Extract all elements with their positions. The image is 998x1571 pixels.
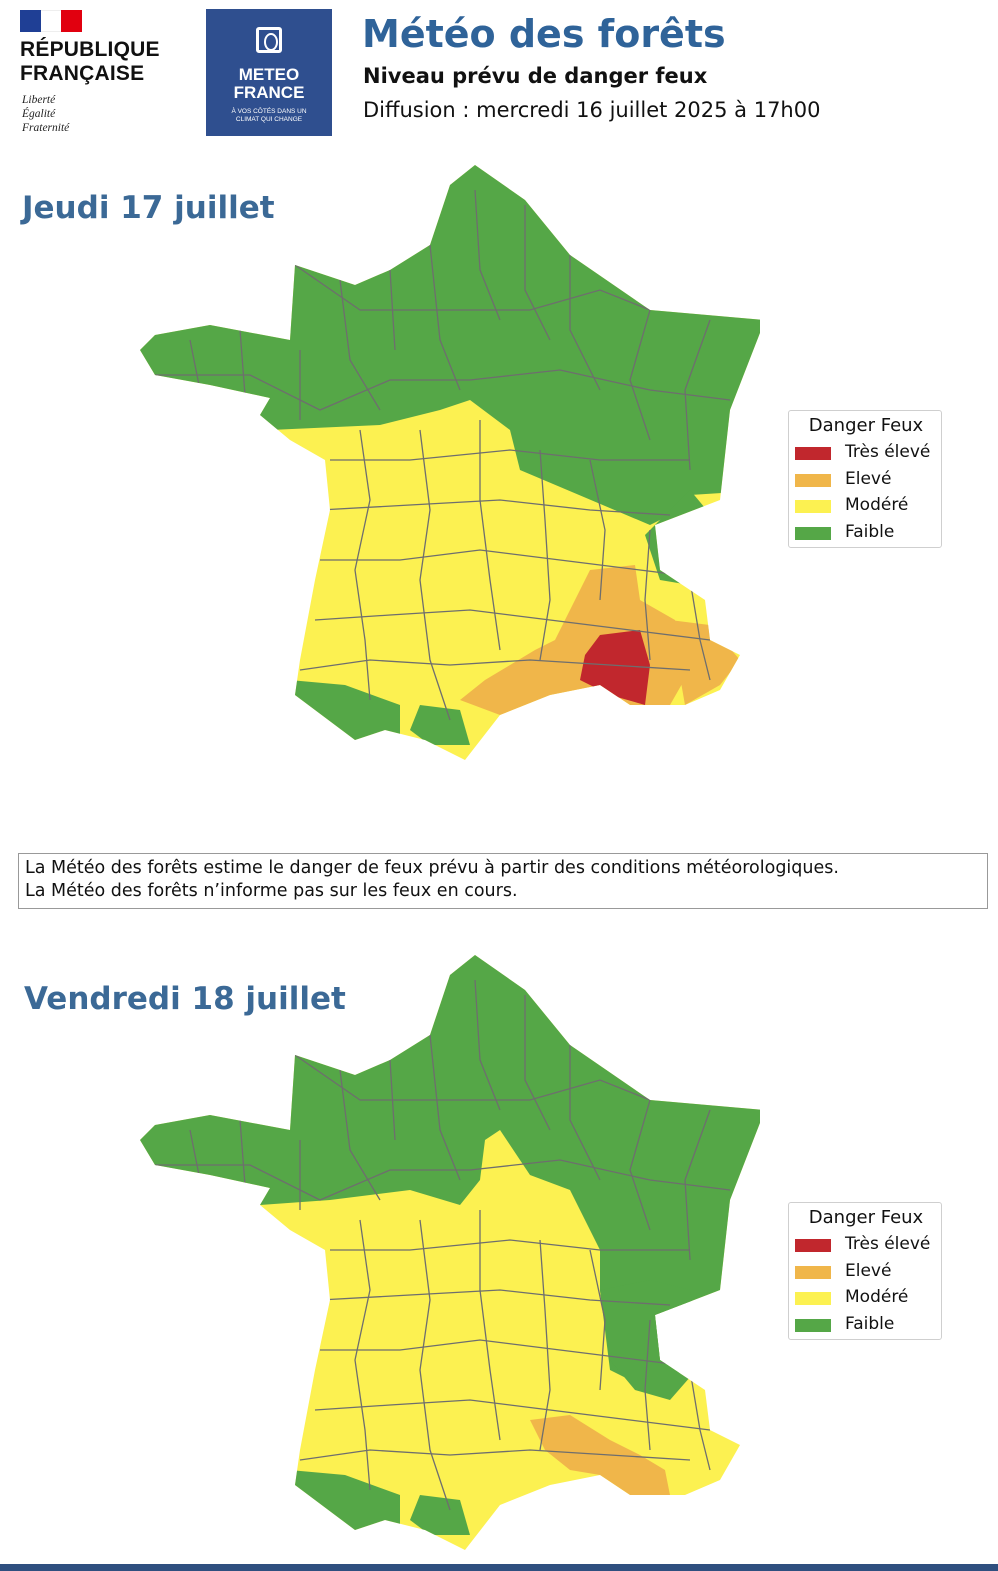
page-title: Météo des forêts [362, 12, 726, 56]
legend-swatch [795, 1319, 831, 1332]
republic-name-line1: RÉPUBLIQUE [20, 38, 160, 61]
legend-label: Elevé [845, 469, 892, 489]
legend-label: Modéré [845, 1287, 909, 1307]
meteo-logo-tagline1: À VOS CÔTÉS DANS UN [231, 108, 307, 115]
france-map-thursday [140, 165, 760, 760]
motto-fraternite: Fraternité [22, 122, 70, 134]
motto-liberte: Liberté [22, 94, 56, 106]
legend-label: Très élevé [845, 442, 931, 462]
department-borders [155, 189, 731, 721]
day-title-friday: Vendredi 18 juillet [24, 981, 346, 1017]
page-subtitle: Niveau prévu de danger feux [363, 64, 708, 88]
diffusion-date: Diffusion : mercredi 16 juillet 2025 à 1… [363, 98, 821, 122]
legend-label: Modéré [845, 495, 909, 515]
bottom-bar [0, 1564, 998, 1571]
legend-friday: Danger Feux Très élevé Elevé Modéré Faib… [788, 1202, 942, 1340]
republic-name-line2: FRANÇAISE [20, 62, 145, 85]
legend-label: Très élevé [845, 1234, 931, 1254]
legend-swatch [795, 447, 831, 460]
legend-swatch [795, 500, 831, 513]
legend-label: Faible [845, 1314, 895, 1334]
legend-swatch [795, 527, 831, 540]
france-map-friday [140, 955, 760, 1550]
meteo-logo-line1: METEO [238, 65, 300, 84]
legend-title: Danger Feux [808, 415, 924, 436]
motto-egalite: Égalité [22, 108, 56, 120]
meteo-logo-line2: FRANCE [233, 83, 305, 102]
legend-label: Elevé [845, 1261, 892, 1281]
legend-swatch [795, 1266, 831, 1279]
disclaimer-box: La Météo des forêts estime le danger de … [18, 853, 988, 909]
meteo-france-logo: METEO FRANCE À VOS CÔTÉS DANS UN CLIMAT … [206, 9, 332, 136]
disclaimer-line2: La Météo des forêts n’informe pas sur le… [25, 881, 518, 901]
legend-swatch [795, 1292, 831, 1305]
french-flag-icon [20, 10, 83, 32]
legend-swatch [795, 1239, 831, 1252]
legend-swatch [795, 474, 831, 487]
legend-label: Faible [845, 522, 895, 542]
meteo-logo-tagline2: CLIMAT QUI CHANGE [235, 116, 303, 123]
day-title-thursday: Jeudi 17 juillet [22, 190, 275, 226]
disclaimer-line1: La Météo des forêts estime le danger de … [25, 858, 839, 878]
meteo-france-emblem-icon [256, 27, 282, 53]
legend-title: Danger Feux [808, 1207, 924, 1228]
legend-thursday: Danger Feux Très élevé Elevé Modéré Faib… [788, 410, 942, 548]
republique-francaise-logo: RÉPUBLIQUE FRANÇAISE Liberté Égalité Fra… [20, 10, 190, 140]
department-borders [155, 979, 731, 1511]
